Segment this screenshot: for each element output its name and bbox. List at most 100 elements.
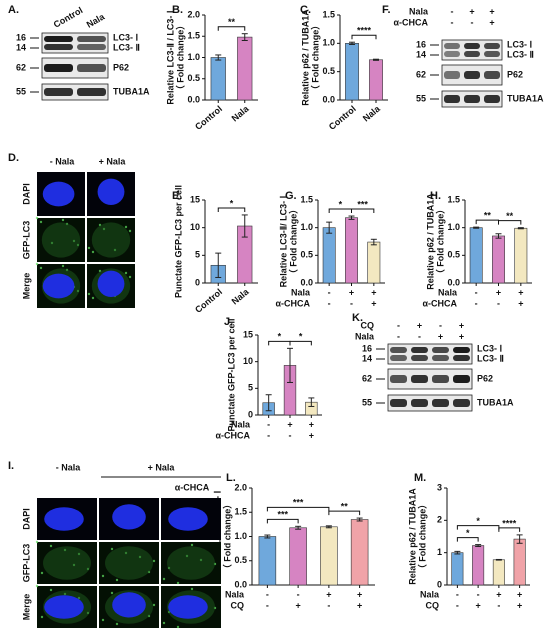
blot-band (464, 43, 480, 49)
gfp-puncta (152, 603, 156, 607)
significance-label: *** (357, 199, 368, 209)
gfp-puncta (49, 544, 53, 548)
condition-sign: - (266, 600, 269, 610)
nucleus (44, 507, 84, 531)
error-bar (348, 215, 355, 220)
mw-marker: 14 (416, 49, 426, 59)
error-bar (356, 517, 363, 522)
y-tick-label: 0.5 (447, 250, 460, 260)
gfp-puncta (176, 581, 180, 585)
condition-sign: - (456, 600, 459, 610)
condition-sign: + (517, 589, 522, 599)
x-tick-label: Nala (230, 286, 252, 307)
nucleus (112, 504, 146, 530)
blot-band (44, 64, 73, 72)
condition-name: Nala (438, 287, 458, 297)
cell-body (105, 546, 153, 580)
error-bar (516, 534, 523, 544)
y-axis-label: Relative LC3-Ⅱ/ LC3- Ⅰ (278, 196, 288, 288)
panel-letter: C. (300, 4, 311, 16)
y-tick-label: 0.0 (322, 94, 335, 104)
blot-band (390, 399, 407, 407)
significance-bracket (498, 220, 522, 225)
blot-band (77, 44, 106, 50)
error-bar (265, 394, 272, 412)
protein-label: LC3- Ⅰ (113, 32, 138, 42)
panel-letter: M. (414, 472, 426, 484)
condition-sign: - (397, 320, 400, 330)
condition-name: Nala (409, 6, 429, 16)
gfp-puncta (128, 229, 132, 233)
gfp-puncta (110, 591, 114, 595)
error-bar (349, 41, 355, 45)
mw-marker: 62 (416, 69, 426, 79)
gfp-puncta (61, 264, 65, 268)
gfp-puncta (35, 216, 39, 220)
significance-bracket (456, 537, 479, 542)
condition-name: CQ (231, 600, 245, 610)
panel-letter: H. (430, 190, 441, 202)
blot-strip (41, 57, 109, 79)
y-tick-label: 1.5 (234, 507, 247, 517)
condition-sign: - (451, 6, 454, 16)
condition-name: α-CHCA (275, 298, 310, 308)
condition-sign: + (469, 6, 474, 16)
x-tick-label: Control (327, 104, 358, 132)
panel-letter: J. (224, 316, 233, 328)
error-bar (241, 214, 248, 238)
blot-band (464, 51, 480, 57)
condition-name: Nala (355, 331, 375, 341)
significance-label: * (466, 528, 470, 538)
condition-name: Nala (420, 589, 440, 599)
significance-bracket (217, 26, 246, 31)
significance-label: **** (502, 518, 517, 528)
y-tick-label: 1.0 (187, 52, 200, 62)
condition-name: Nala (225, 589, 245, 599)
gfp-puncta (91, 250, 95, 254)
y-axis-label-sub: （ Fold change） (222, 500, 232, 574)
condition-sign: - (471, 17, 474, 27)
error-bar (241, 33, 248, 41)
blot-band (411, 399, 428, 407)
blot-band (464, 71, 480, 79)
blot-band (453, 399, 470, 407)
y-tick-label: 0.0 (300, 277, 313, 287)
y-axis-label-sub: （ Fold change） (435, 205, 445, 279)
condition-sign: - (475, 287, 478, 297)
gfp-puncta (176, 625, 180, 629)
bar (350, 519, 369, 586)
gfp-puncta (115, 622, 119, 626)
gfp-puncta (124, 225, 128, 229)
y-tick-label: 0.0 (447, 277, 460, 287)
gfp-puncta (87, 292, 91, 296)
condition-sign: + (517, 600, 522, 610)
mw-marker: 55 (362, 397, 372, 407)
y-axis-label: Punctate GFP-LC3 per cell (226, 318, 236, 431)
gfp-puncta (35, 584, 39, 588)
gfp-puncta (162, 621, 166, 625)
condition-sign: + (438, 331, 443, 341)
lane-label: Nala (85, 11, 107, 30)
blot-band (44, 44, 73, 50)
blot-band (444, 51, 460, 57)
gfp-puncta (87, 246, 91, 250)
blot-strip (387, 343, 473, 365)
condition-sign: - (418, 331, 421, 341)
error-bar (373, 58, 379, 61)
y-tick-label: 2.0 (234, 482, 247, 492)
y-tick-label: 2.0 (187, 9, 200, 19)
bar (322, 227, 336, 284)
panel-letter: K. (352, 312, 363, 324)
panel-letter: F. (382, 4, 391, 16)
gfp-puncta (110, 547, 114, 551)
error-bar (326, 221, 333, 234)
y-tick-label: 1.0 (234, 531, 247, 541)
bar (289, 527, 307, 586)
significance-bracket (266, 506, 330, 512)
protein-label: P62 (113, 62, 129, 72)
condition-sign: + (295, 600, 300, 610)
condition-sign: - (475, 298, 478, 308)
y-axis-label: Relative p62 / TUBA1A (425, 193, 435, 290)
y-tick-label: 0 (437, 579, 442, 589)
